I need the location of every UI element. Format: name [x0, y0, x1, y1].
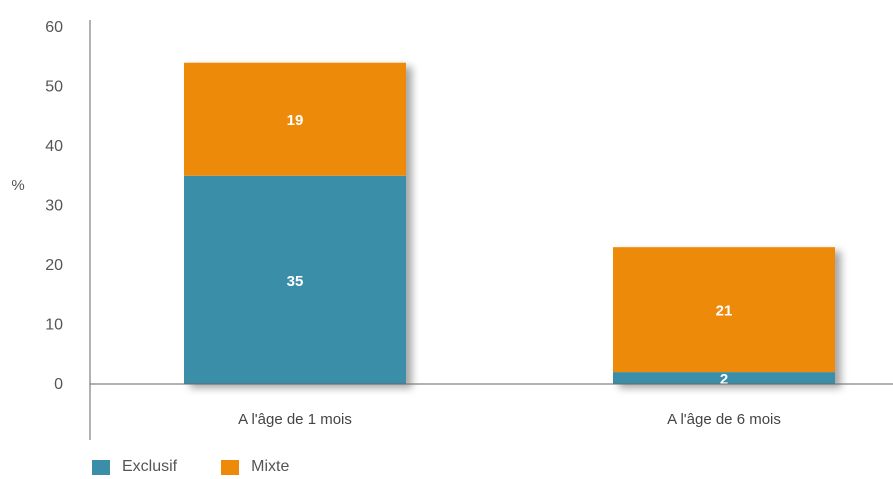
- legend-item-mixte: Mixte: [221, 458, 289, 476]
- bar-segment-mixte: [613, 247, 835, 373]
- y-tick-label: 60: [45, 19, 63, 36]
- y-tick-label: 0: [54, 376, 63, 393]
- category-label: A l'âge de 1 mois: [238, 411, 352, 428]
- bar-segment-mixte: [184, 62, 406, 176]
- legend-item-exclusif: Exclusif: [92, 458, 177, 476]
- data-label: 2: [720, 371, 728, 388]
- legend: Exclusif Mixte: [92, 458, 289, 476]
- y-axis-label: %: [11, 177, 24, 194]
- bar-segment-exclusif: [184, 175, 406, 384]
- data-label: 35: [287, 273, 304, 290]
- legend-swatch-mixte: [221, 459, 240, 475]
- y-tick-label: 20: [45, 257, 63, 274]
- y-tick-label: 10: [45, 317, 63, 334]
- data-label: 21: [716, 303, 733, 320]
- category-label: A l'âge de 6 mois: [667, 411, 781, 428]
- y-tick-label: 40: [45, 138, 63, 155]
- data-label: 19: [287, 112, 304, 129]
- y-tick-label: 50: [45, 79, 63, 96]
- bar-segment-exclusif: [613, 372, 835, 384]
- legend-label-exclusif: Exclusif: [122, 458, 178, 475]
- legend-label-mixte: Mixte: [251, 458, 290, 475]
- y-tick-label: 30: [45, 198, 63, 215]
- legend-swatch-exclusif: [92, 459, 110, 475]
